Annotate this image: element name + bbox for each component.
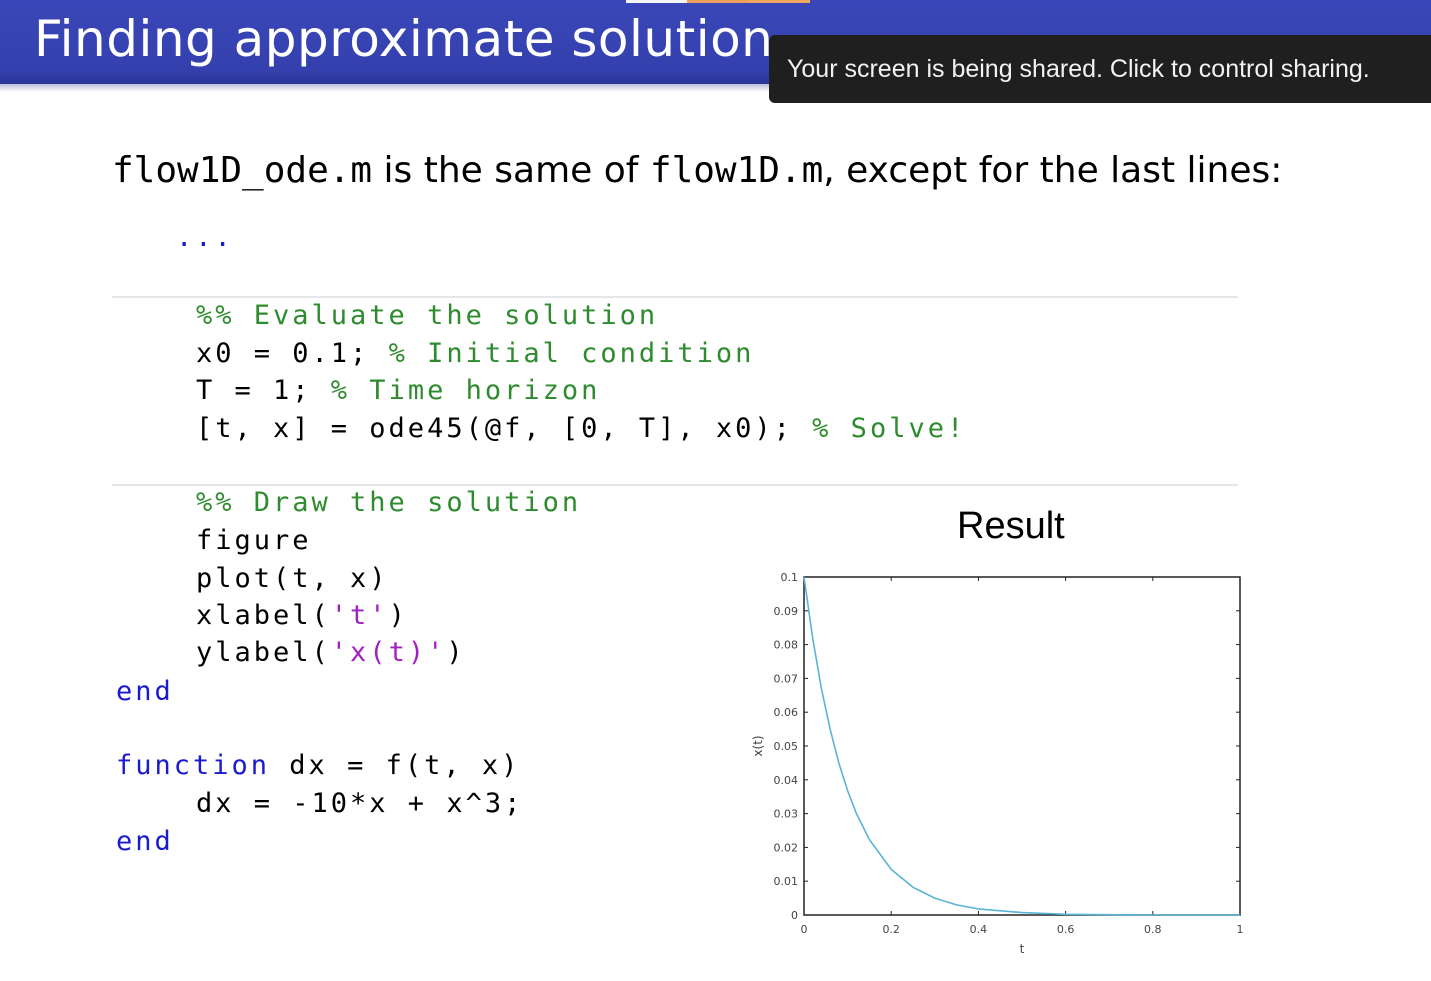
code-line: plot(t, x) (196, 563, 389, 594)
code-token: 't' (330, 600, 389, 631)
code-line: %% Draw the solution (196, 487, 581, 518)
code-line: ylabel('x(t)') (196, 637, 466, 668)
section-divider (112, 484, 1238, 486)
y-tick-label: 0.03 (774, 808, 799, 821)
code-line: xlabel('t') (196, 600, 408, 631)
x-tick-label: 0.4 (970, 923, 988, 936)
y-tick-label: 0.07 (774, 672, 799, 685)
code-token: %% Evaluate the solution (196, 300, 659, 331)
y-axis-label: x(t) (751, 735, 765, 756)
y-tick-label: 0.05 (774, 740, 799, 753)
y-tick-label: 0.06 (774, 706, 799, 719)
code-token: figure (196, 525, 312, 556)
screen-share-banner[interactable]: Your screen is being shared. Click to co… (769, 35, 1431, 103)
x-tick-label: 1 (1237, 923, 1244, 936)
solution-line (803, 576, 1240, 916)
y-tick-label: 0 (791, 909, 798, 922)
y-tick-label: 0.08 (774, 639, 799, 652)
code-token: dx = f(t, x) (270, 750, 521, 781)
code-line: [t, x] = ode45(@f, [0, T], x0); % Solve! (196, 413, 966, 444)
file-name-ode: flow1D_ode.m (112, 150, 373, 191)
x-tick-label: 0.2 (882, 923, 900, 936)
x-axis-label: t (1020, 942, 1025, 956)
code-token: ) (446, 637, 466, 668)
code-line: dx = -10*x + x^3; (196, 788, 523, 819)
code-token: ylabel( (196, 637, 331, 668)
plot-frame (803, 576, 1241, 916)
code-token: end (116, 676, 174, 707)
y-tick-label: 0.09 (774, 605, 799, 618)
code-token: [t, x] = ode45(@f, [0, T], x0); (196, 413, 813, 444)
code-token: % Time horizon (330, 375, 601, 406)
code-token: x0 = 0.1; (196, 338, 389, 369)
code-token: dx = -10*x + x^3; (196, 788, 524, 819)
intro-sentence: flow1D_ode.m is the same of flow1D.m, ex… (112, 150, 1282, 191)
x-tick-label: 0 (801, 923, 808, 936)
x-tick-label: 0.8 (1144, 923, 1162, 936)
y-tick-label: 0.04 (774, 774, 799, 787)
code-line: end (116, 826, 174, 857)
y-tick-label: 0.01 (774, 875, 799, 888)
top-strip (626, 0, 810, 3)
intro-middle-text: is the same of (372, 150, 650, 191)
result-plot: 0 0.2 0.4 0.6 0.8 1 0 0.01 0.02 0.03 0.04 0.05 0.06 0… (751, 571, 1244, 956)
code-token: % Solve! (812, 413, 967, 444)
code-line: end (116, 676, 174, 707)
file-name-base: flow1D.m (649, 150, 824, 191)
code-line: x0 = 0.1; % Initial condition (196, 338, 754, 369)
code-token: % Initial condition (388, 338, 755, 369)
code-line: figure (196, 525, 312, 556)
code-token: %% Draw the solution (196, 487, 582, 518)
code-token: plot(t, x) (196, 563, 389, 594)
code-token: ) (388, 600, 408, 631)
screen-share-text[interactable]: Your screen is being shared. Click to co… (787, 55, 1370, 83)
code-line: function dx = f(t, x) (116, 750, 520, 781)
header-shadow (0, 84, 1431, 92)
code-token: 'x(t)' (330, 637, 447, 668)
code-token: T = 1; (196, 375, 331, 406)
code-ellipsis: ... (176, 222, 234, 253)
intro-tail-text: , except for the last lines: (823, 150, 1283, 191)
top-strip-segment (687, 0, 749, 3)
y-tick-label: 0.02 (774, 841, 799, 854)
code-line: T = 1; % Time horizon (196, 375, 600, 406)
code-token: xlabel( (196, 600, 331, 631)
x-tick-label: 0.6 (1057, 923, 1075, 936)
top-strip-segment (626, 0, 688, 3)
result-title: Result (957, 505, 1065, 547)
y-tick-label: 0.1 (781, 571, 799, 584)
section-divider (112, 296, 1238, 298)
code-token: end (116, 826, 174, 857)
code-line: %% Evaluate the solution (196, 300, 658, 331)
top-strip-segment (748, 0, 810, 3)
code-token: function (116, 750, 271, 781)
slide-title: Finding approximate solution (34, 10, 774, 68)
